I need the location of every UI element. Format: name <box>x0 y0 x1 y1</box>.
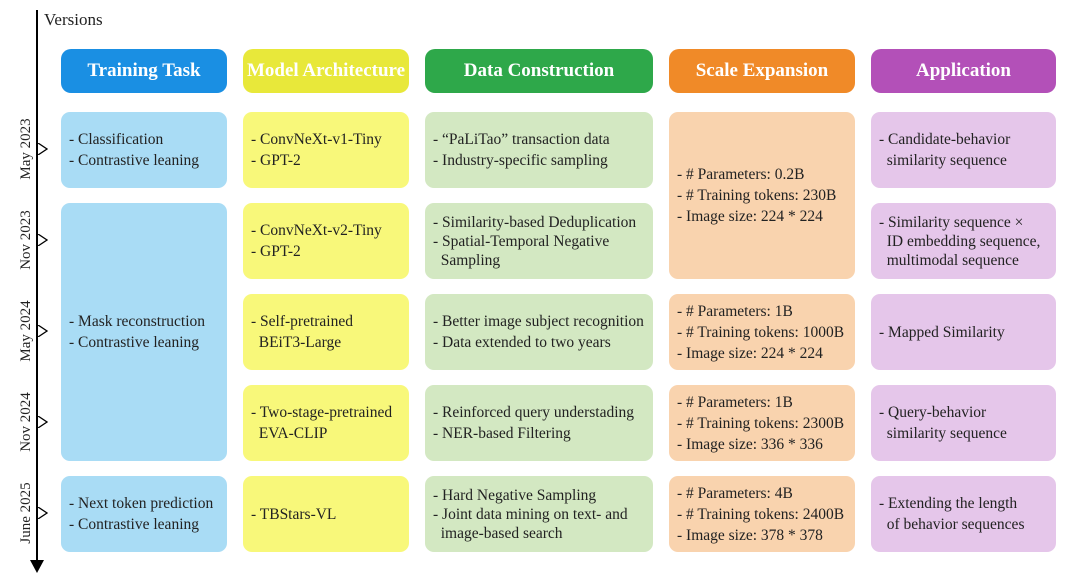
architecture-cell: - TBStars-VL <box>243 476 409 552</box>
data-cell: - Hard Negative Sampling - Joint data mi… <box>425 476 653 552</box>
scale-cell: - # Parameters: 4B - # Training tokens: … <box>669 476 855 552</box>
cell-line: - # Training tokens: 1000B <box>677 323 845 341</box>
cell-line: - Contrastive leaning <box>69 334 199 351</box>
cell-line: multimodal sequence <box>879 251 1019 269</box>
architecture-cell: - ConvNeXt-v1-Tiny - GPT-2 <box>243 112 409 188</box>
cell-line: - Mask reconstruction <box>69 313 206 330</box>
cell-line: - # Training tokens: 2400B <box>677 505 845 523</box>
application-cell: - Candidate-behavior similarity sequence <box>871 112 1056 188</box>
cell-line: - # Parameters: 0.2B <box>677 166 805 183</box>
application-cell: - Query-behavior similarity sequence <box>871 385 1056 461</box>
cell-line: - # Training tokens: 230B <box>677 187 837 204</box>
application-cell: - Similarity sequence × ID embedding seq… <box>871 203 1056 279</box>
cell-line: - # Training tokens: 2300B <box>677 414 845 432</box>
cell-line: - # Parameters: 4B <box>677 484 793 502</box>
data-cell: - Better image subject recognition - Dat… <box>425 294 653 370</box>
version-tick-5 <box>38 507 48 519</box>
cell-line: - Reinforced query understading <box>433 404 635 421</box>
cell-line: - Query-behavior <box>879 404 987 421</box>
cell-line: similarity sequence <box>879 425 1007 442</box>
axis-title: Versions <box>44 10 103 29</box>
data-cell: - “PaLiTao” transaction data - Industry-… <box>425 112 653 188</box>
scale-cell: - # Parameters: 1B - # Training tokens: … <box>669 294 855 370</box>
version-tick-1 <box>38 143 48 155</box>
cell-line: - # Parameters: 1B <box>677 302 793 320</box>
cell-line: Sampling <box>433 251 501 269</box>
data-cell: - Reinforced query understading - NER-ba… <box>425 385 653 461</box>
cell-line: - Industry-specific sampling <box>433 152 608 169</box>
header-application: Application <box>871 49 1056 93</box>
header-model-architecture: Model Architecture <box>243 49 409 93</box>
cell-line: - Mapped Similarity <box>879 323 1005 341</box>
version-tick-3 <box>38 325 48 337</box>
cell-line: - Classification <box>69 131 164 148</box>
cell-line: - Hard Negative Sampling <box>433 486 597 504</box>
cell-line: - TBStars-VL <box>251 505 337 523</box>
architecture-cell: - Self-pretrained BEiT3-Large <box>243 294 409 370</box>
cell-line: - GPT-2 <box>251 152 301 169</box>
cell-line: - Better image subject recognition <box>433 313 644 330</box>
header-data-construction: Data Construction <box>425 49 653 93</box>
architecture-cell: - Two-stage-pretrained EVA-CLIP <box>243 385 409 461</box>
version-label: Nov 2024 <box>18 392 34 452</box>
version-tick-2 <box>38 234 48 246</box>
application-cell: - Extending the length of behavior seque… <box>871 476 1056 552</box>
cell-line: - NER-based Filtering <box>433 425 571 442</box>
cell-line: - Data extended to two years <box>433 334 611 351</box>
cell-line: BEiT3-Large <box>251 334 342 351</box>
scale-cell: - # Parameters: 0.2B - # Training tokens… <box>669 112 855 279</box>
cell-line: - “PaLiTao” transaction data <box>433 131 610 148</box>
cell-line: of behavior sequences <box>879 516 1025 533</box>
cell-line: image-based search <box>433 524 563 542</box>
version-tick-4 <box>38 416 48 428</box>
cell-line: - Extending the length <box>879 495 1018 512</box>
data-cell: - Similarity-based Deduplication - Spati… <box>425 203 653 279</box>
architecture-cell: - ConvNeXt-v2-Tiny - GPT-2 <box>243 203 409 279</box>
cell-line: - ConvNeXt-v1-Tiny <box>251 131 382 148</box>
cell-line: - Similarity-based Deduplication <box>433 213 637 231</box>
cell-line: - Image size: 224 * 224 <box>677 208 823 225</box>
cell-line: - Two-stage-pretrained <box>251 404 393 421</box>
cell-line: - GPT-2 <box>251 243 301 260</box>
cell-line: - ConvNeXt-v2-Tiny <box>251 222 382 239</box>
cell-line: - Spatial-Temporal Negative <box>433 232 610 250</box>
header-scale-expansion: Scale Expansion <box>669 49 855 93</box>
cell-line: - Next token prediction <box>69 495 214 512</box>
cell-line: - Image size: 378 * 378 <box>677 526 823 544</box>
cell-line: - # Parameters: 1B <box>677 393 793 411</box>
header-training-task: Training Task <box>61 49 227 93</box>
cell-line: - Contrastive leaning <box>69 152 199 169</box>
cell-line: - Image size: 336 * 336 <box>677 435 823 453</box>
version-label: June 2025 <box>18 482 34 544</box>
training-cell: - Classification - Contrastive leaning <box>61 112 227 188</box>
cell-line: - Similarity sequence × <box>879 213 1024 231</box>
cell-line: EVA-CLIP <box>251 425 328 442</box>
cell-line: ID embedding sequence, <box>879 232 1041 250</box>
cell-line: similarity sequence <box>879 152 1007 169</box>
training-cell: - Next token prediction - Contrastive le… <box>61 476 227 552</box>
cell-line: - Contrastive leaning <box>69 516 199 533</box>
scale-cell: - # Parameters: 1B - # Training tokens: … <box>669 385 855 461</box>
application-cell: - Mapped Similarity <box>871 294 1056 370</box>
cell-line: - Image size: 224 * 224 <box>677 344 823 362</box>
version-label: Nov 2023 <box>18 210 34 270</box>
timeline-axis <box>30 10 44 573</box>
training-cell: - Mask reconstruction - Contrastive lean… <box>61 203 227 461</box>
cell-line: - Joint data mining on text- and <box>433 505 628 523</box>
cell-line: - Self-pretrained <box>251 313 353 330</box>
version-label: May 2023 <box>18 118 34 180</box>
cell-line: - Candidate-behavior <box>879 131 1011 148</box>
version-label: May 2024 <box>18 300 34 362</box>
